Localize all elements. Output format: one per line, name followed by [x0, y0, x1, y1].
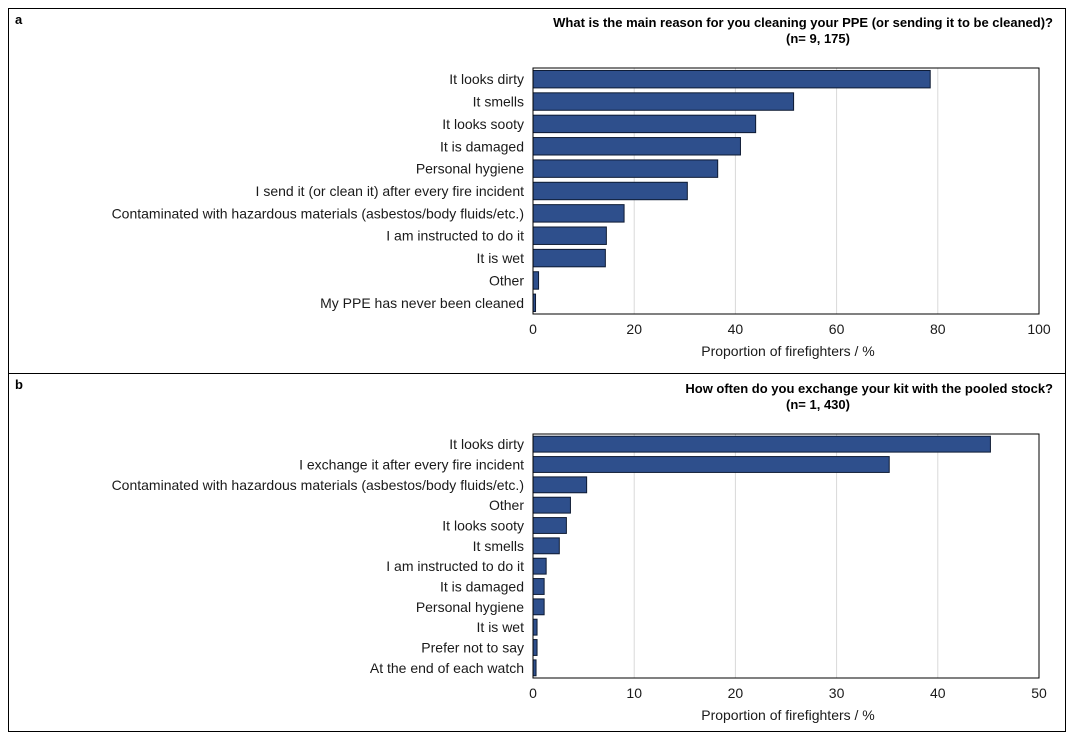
x-tick-label: 20: [728, 685, 744, 701]
chart-title-b-text: How often do you exchange your kit with …: [685, 381, 1053, 396]
category-label: It looks sooty: [442, 116, 524, 132]
x-tick-label: 10: [626, 685, 642, 701]
category-label: Personal hygiene: [416, 599, 524, 615]
category-label: It looks sooty: [442, 518, 524, 534]
bar: [532, 69, 931, 89]
category-label: Contaminated with hazardous materials (a…: [112, 205, 524, 221]
x-tick-label: 0: [529, 685, 537, 701]
category-label: Contaminated with hazardous materials (a…: [112, 477, 524, 493]
bar: [532, 159, 719, 178]
x-tick-label: 80: [930, 321, 946, 337]
x-tick-label: 0: [529, 321, 537, 337]
bar: [532, 226, 607, 245]
x-tick-label: 30: [829, 685, 845, 701]
category-label: I am instructed to do it: [386, 558, 524, 574]
category-label: It looks dirty: [449, 71, 524, 87]
chart-title-a: What is the main reason for you cleaning…: [293, 15, 1053, 47]
x-tick-label: 60: [829, 321, 845, 337]
category-label: It is damaged: [440, 138, 524, 154]
category-label: My PPE has never been cleaned: [320, 295, 524, 311]
category-label: Personal hygiene: [416, 161, 524, 177]
category-label: I send it (or clean it) after every fire…: [256, 183, 525, 199]
chart-title-a-text: What is the main reason for you cleaning…: [553, 15, 1053, 30]
x-axis-title: Proportion of firefighters / %: [701, 707, 875, 723]
chart-subtitle-b: (n= 1, 430): [786, 397, 850, 412]
bar: [532, 92, 795, 111]
category-label: I am instructed to do it: [386, 228, 524, 244]
category-label: I exchange it after every fire incident: [299, 457, 524, 473]
category-label: It looks dirty: [449, 436, 524, 452]
panel-letter-a: a: [15, 12, 23, 27]
bar: [532, 476, 588, 494]
chart-title-b: How often do you exchange your kit with …: [293, 381, 1053, 413]
bar: [532, 496, 571, 514]
bar: [532, 598, 545, 616]
bar: [532, 114, 757, 134]
category-label: It is wet: [477, 250, 525, 266]
chart-panel-a: a What is the main reason for you cleani…: [8, 8, 1066, 374]
x-tick-label: 50: [1031, 685, 1047, 701]
bar: [532, 517, 567, 534]
x-axis-title: Proportion of firefighters / %: [701, 343, 875, 359]
category-label: It smells: [473, 538, 524, 554]
bar: [532, 248, 606, 268]
x-tick-label: 20: [626, 321, 642, 337]
x-tick-label: 40: [728, 321, 744, 337]
category-label: Other: [489, 272, 524, 288]
bar: [532, 181, 688, 201]
bar: [532, 639, 538, 656]
bar: [532, 578, 545, 595]
category-label: It is damaged: [440, 579, 524, 595]
x-tick-label: 40: [930, 685, 946, 701]
category-label: At the end of each watch: [370, 660, 524, 676]
bar: [532, 537, 560, 555]
chart-panel-b: b How often do you exchange your kit wit…: [8, 374, 1066, 732]
category-label: It smells: [473, 94, 524, 110]
bar-chart-b: 0 10 20 30 40 50 It looks dirty I exchange it a…: [112, 433, 1047, 723]
bar: [532, 204, 625, 223]
plot-frame: [532, 67, 1040, 315]
bar-chart-a: 0 20 40 60 80 100 It looks dirty It smells It lo…: [112, 67, 1051, 359]
bar: [532, 456, 890, 473]
bar: [532, 271, 540, 290]
category-label: Other: [489, 497, 524, 513]
category-label: Prefer not to say: [421, 640, 524, 656]
panel-letter-b: b: [15, 377, 23, 392]
chart-subtitle-a: (n= 9, 175): [786, 31, 850, 46]
bar: [532, 435, 991, 453]
category-label: It is wet: [477, 619, 525, 635]
bar: [532, 137, 741, 156]
plot-frame: [532, 433, 1040, 679]
bar: [532, 557, 547, 575]
x-tick-label: 100: [1027, 321, 1051, 337]
bar: [532, 618, 538, 636]
